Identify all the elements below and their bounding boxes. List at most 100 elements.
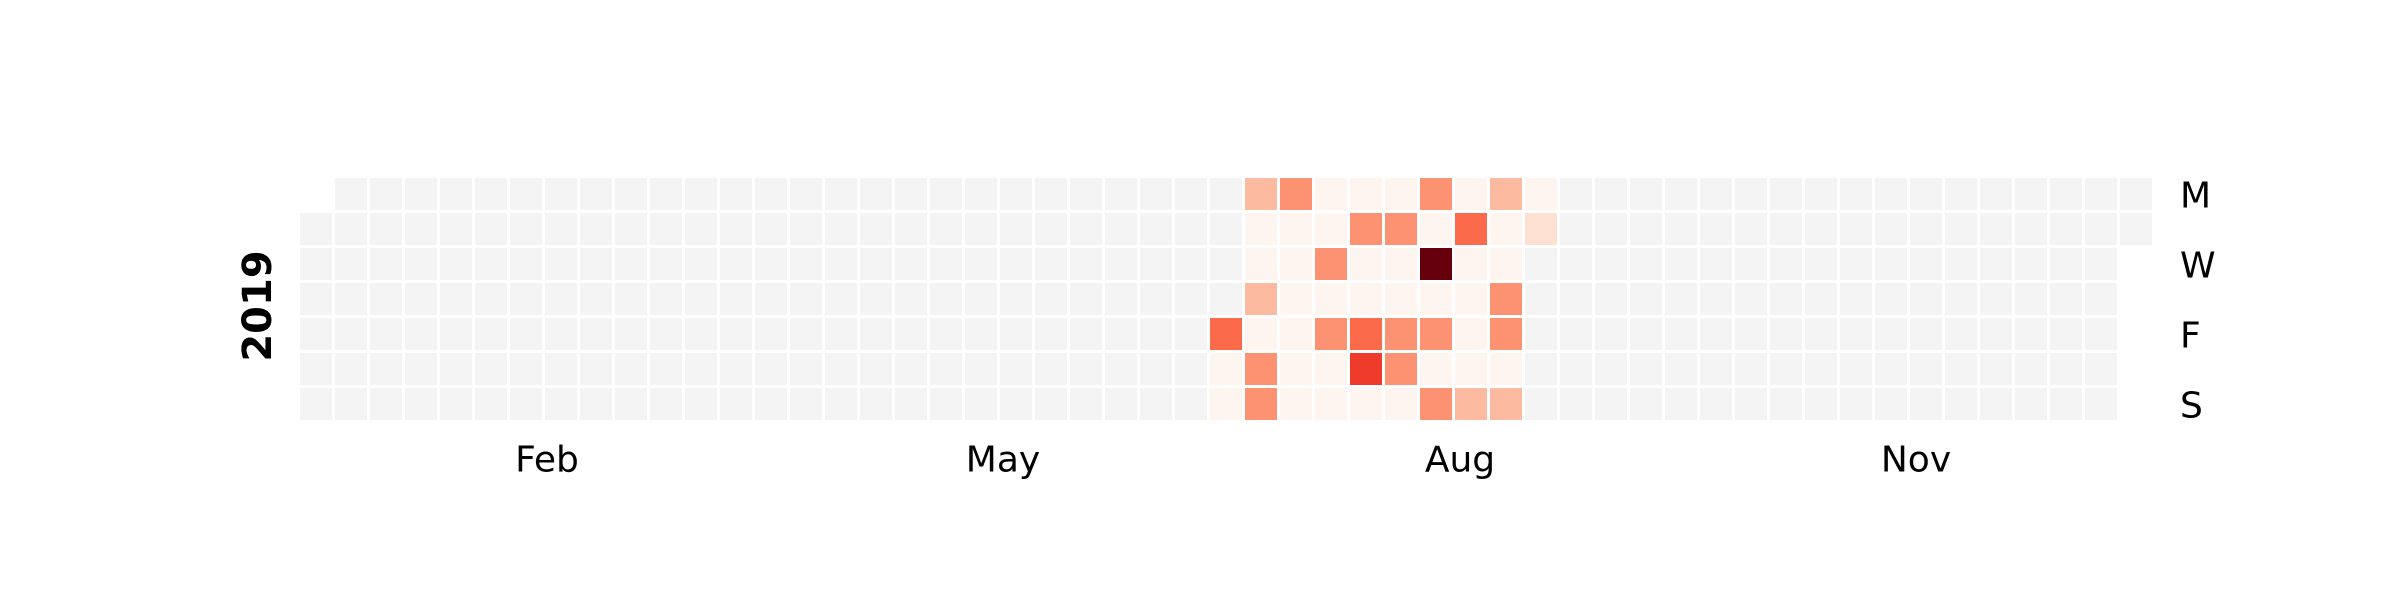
day-cell-empty bbox=[895, 353, 927, 385]
day-cell-empty bbox=[1700, 318, 1732, 350]
weekday-label-wed: W bbox=[2180, 246, 2216, 287]
day-cell-active bbox=[1245, 283, 1277, 315]
day-cell-empty bbox=[2050, 283, 2082, 315]
day-cell-active bbox=[1245, 318, 1277, 350]
day-cell-empty bbox=[720, 318, 752, 350]
day-cell-empty bbox=[1000, 248, 1032, 280]
day-cell-empty bbox=[720, 353, 752, 385]
day-cell-empty bbox=[1910, 248, 1942, 280]
day-cell-empty bbox=[2050, 353, 2082, 385]
day-cell-active bbox=[1525, 213, 1557, 245]
day-cell-empty bbox=[1175, 213, 1207, 245]
day-cell-empty bbox=[1735, 283, 1767, 315]
day-cell-empty bbox=[2050, 178, 2082, 210]
day-cell-empty bbox=[370, 318, 402, 350]
day-cell-empty bbox=[370, 353, 402, 385]
day-cell-active bbox=[1490, 248, 1522, 280]
day-cell-empty bbox=[335, 213, 367, 245]
day-cell-empty bbox=[1875, 213, 1907, 245]
day-cell-empty bbox=[335, 178, 367, 210]
day-cell-empty bbox=[2015, 178, 2047, 210]
day-cell-empty bbox=[2120, 178, 2152, 210]
day-cell-empty bbox=[1875, 318, 1907, 350]
day-cell-active bbox=[1455, 388, 1487, 420]
day-cell-empty bbox=[1560, 388, 1592, 420]
day-cell-empty bbox=[1175, 388, 1207, 420]
day-cell-empty bbox=[755, 248, 787, 280]
day-cell-empty bbox=[825, 213, 857, 245]
weekday-label-sun: S bbox=[2180, 386, 2203, 427]
day-cell-empty bbox=[405, 213, 437, 245]
day-cell-empty bbox=[895, 388, 927, 420]
day-cell-empty bbox=[1945, 178, 1977, 210]
day-cell-empty bbox=[965, 283, 997, 315]
day-cell-empty bbox=[755, 178, 787, 210]
day-cell-empty bbox=[1070, 283, 1102, 315]
day-cell-empty bbox=[1560, 248, 1592, 280]
day-cell-empty bbox=[1910, 318, 1942, 350]
day-cell-empty bbox=[475, 213, 507, 245]
day-cell-empty bbox=[1910, 213, 1942, 245]
day-cell-empty bbox=[510, 248, 542, 280]
day-cell-empty bbox=[615, 318, 647, 350]
day-cell-empty bbox=[1805, 178, 1837, 210]
day-cell-empty bbox=[895, 248, 927, 280]
day-cell-empty bbox=[1840, 388, 1872, 420]
day-cell-empty bbox=[860, 248, 892, 280]
day-cell-empty bbox=[2085, 283, 2117, 315]
day-cell-empty bbox=[1910, 178, 1942, 210]
day-cell-active bbox=[1490, 213, 1522, 245]
day-cell-active bbox=[1280, 283, 1312, 315]
day-cell-empty bbox=[440, 388, 472, 420]
day-cell-empty bbox=[2015, 318, 2047, 350]
day-cell-empty bbox=[755, 318, 787, 350]
day-cell-empty bbox=[2015, 213, 2047, 245]
day-cell-empty bbox=[1630, 283, 1662, 315]
day-cell-empty bbox=[405, 248, 437, 280]
day-cell-active bbox=[1385, 318, 1417, 350]
day-cell-empty bbox=[475, 318, 507, 350]
day-cell-empty bbox=[1595, 178, 1627, 210]
day-cell-empty bbox=[720, 248, 752, 280]
day-cell-empty bbox=[685, 248, 717, 280]
day-cell-empty bbox=[2085, 248, 2117, 280]
day-cell-empty bbox=[475, 283, 507, 315]
day-cell-empty bbox=[1630, 318, 1662, 350]
day-cell-empty bbox=[1630, 388, 1662, 420]
day-cell-empty bbox=[790, 283, 822, 315]
day-cell-active bbox=[1490, 388, 1522, 420]
day-cell-empty bbox=[440, 178, 472, 210]
day-cell-empty bbox=[755, 283, 787, 315]
month-label-nov: Nov bbox=[1881, 440, 1951, 481]
day-cell-empty bbox=[650, 388, 682, 420]
day-cell-empty bbox=[720, 213, 752, 245]
day-cell-empty bbox=[335, 388, 367, 420]
day-cell-empty bbox=[1595, 248, 1627, 280]
day-cell-empty bbox=[1560, 283, 1592, 315]
day-cell-empty bbox=[1630, 178, 1662, 210]
day-cell-empty bbox=[825, 178, 857, 210]
day-cell-empty bbox=[1140, 353, 1172, 385]
day-cell-empty bbox=[1070, 248, 1102, 280]
day-cell-empty bbox=[1035, 353, 1067, 385]
day-cell-empty bbox=[1700, 213, 1732, 245]
day-cell-empty bbox=[510, 388, 542, 420]
day-cell-empty bbox=[965, 213, 997, 245]
day-cell-empty bbox=[1175, 318, 1207, 350]
day-cell-empty bbox=[2085, 178, 2117, 210]
day-cell-empty bbox=[1210, 283, 1242, 315]
day-cell-active bbox=[1315, 283, 1347, 315]
day-cell-active bbox=[1490, 318, 1522, 350]
day-cell-empty bbox=[2015, 248, 2047, 280]
day-cell-active bbox=[1280, 213, 1312, 245]
day-cell-empty bbox=[335, 283, 367, 315]
month-label-aug: Aug bbox=[1425, 440, 1495, 481]
day-cell-empty bbox=[440, 248, 472, 280]
day-cell-empty bbox=[1525, 283, 1557, 315]
day-cell-active bbox=[1490, 178, 1522, 210]
day-cell-active bbox=[1315, 353, 1347, 385]
day-cell-active bbox=[1280, 178, 1312, 210]
year-label: 2019 bbox=[235, 250, 281, 361]
day-cell-empty bbox=[440, 213, 472, 245]
